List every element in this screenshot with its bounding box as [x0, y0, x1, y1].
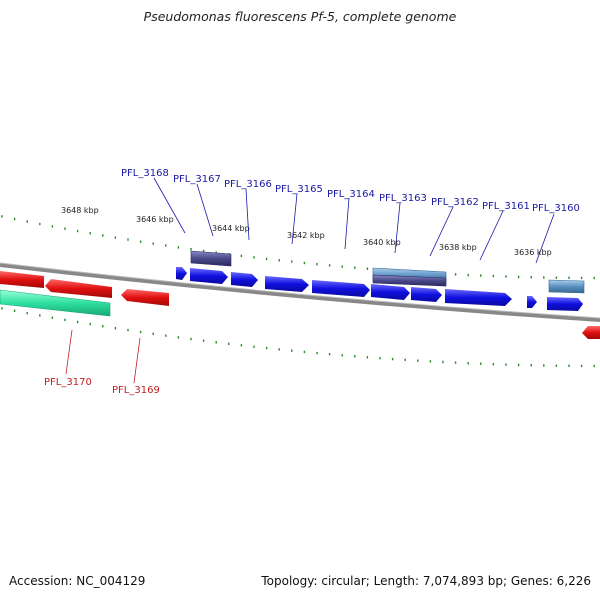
gene-pfl-3164[interactable]: [312, 280, 370, 297]
gene-pfl-3160[interactable]: [527, 296, 537, 308]
gene-label-pfl-3163[interactable]: PFL_3163: [379, 193, 427, 204]
gene-pfl-3170[interactable]: [45, 279, 112, 298]
kbp-label: 3636 kbp: [514, 248, 552, 257]
reverse-genes[interactable]: [0, 271, 600, 339]
kbp-label: 3648 kbp: [61, 206, 99, 215]
gene-label-pfl-3165[interactable]: PFL_3165: [275, 184, 323, 195]
gene-forward[interactable]: [547, 297, 583, 311]
gene-pfl-3162[interactable]: [411, 287, 442, 302]
gene-label-pfl-3160[interactable]: PFL_3160: [532, 203, 580, 214]
gene-label-pfl-3168[interactable]: PFL_3168: [121, 168, 169, 179]
reverse-rna-feature: [0, 289, 111, 317]
forward-label-leaders: [153, 177, 555, 264]
gene-reverse[interactable]: [0, 271, 44, 288]
gene-label-pfl-3167[interactable]: PFL_3167: [173, 174, 221, 185]
gene-pfl-3167[interactable]: [190, 268, 228, 284]
kbp-label: 3642 kbp: [287, 231, 325, 240]
kbp-label: 3644 kbp: [212, 224, 250, 233]
genome-backbone: [0, 263, 600, 322]
lower-scale-ruler: [1, 307, 595, 368]
kbp-label: 3640 kbp: [363, 238, 401, 247]
gene-pfl-3169[interactable]: [121, 289, 169, 306]
gene-label-pfl-3162[interactable]: PFL_3162: [431, 197, 479, 208]
gene-label-pfl-3166[interactable]: PFL_3166: [224, 179, 272, 190]
gene-label-pfl-3170[interactable]: PFL_3170: [44, 377, 92, 388]
kbp-label: 3638 kbp: [439, 243, 477, 252]
gene-reverse[interactable]: [582, 326, 600, 339]
forward-genes[interactable]: [176, 267, 583, 311]
gene-pfl-3161[interactable]: [445, 289, 512, 306]
forward-rna-features: [190, 250, 585, 294]
reverse-label-leaders: [65, 329, 141, 384]
gene-label-pfl-3169[interactable]: PFL_3169: [112, 385, 160, 396]
accession-text: Accession: NC_004129: [9, 574, 146, 588]
gene-label-pfl-3161[interactable]: PFL_3161: [482, 201, 530, 212]
upper-scale-ruler: [1, 215, 595, 280]
topology-text: Topology: circular; Length: 7,074,893 bp…: [261, 574, 591, 588]
map-title: Pseudomonas fluorescens Pf-5, complete g…: [143, 9, 457, 24]
kbp-label: 3646 kbp: [136, 215, 174, 224]
gene-pfl-3166[interactable]: [231, 272, 258, 287]
gene-label-pfl-3164[interactable]: PFL_3164: [327, 189, 375, 200]
gene-pfl-3163[interactable]: [371, 284, 410, 300]
gene-pfl-3165[interactable]: [265, 276, 309, 292]
gene-pfl-3168[interactable]: [176, 267, 187, 280]
